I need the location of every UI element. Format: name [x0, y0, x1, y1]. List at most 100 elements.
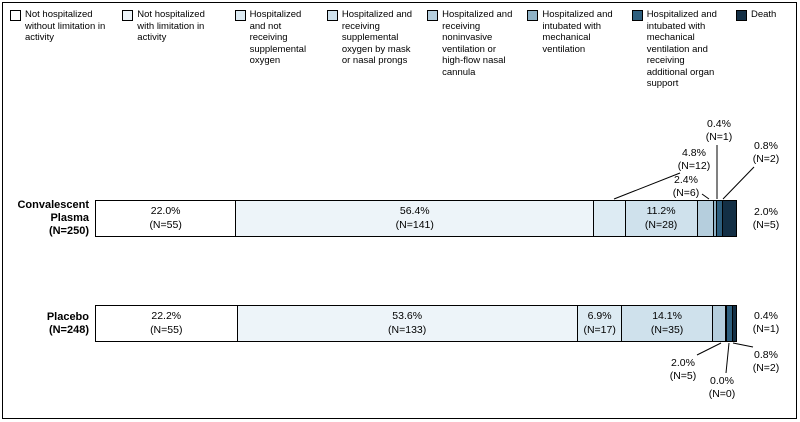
callout-n: (N=1) — [705, 131, 733, 143]
bar-segment-convalescent-plasma-7 — [723, 201, 736, 236]
bar-convalescent-plasma: 22.0% (N=55) 56.4% (N=141) 11.2% (N=28) — [95, 200, 737, 237]
legend: Not hospitalized without limitation in a… — [10, 9, 792, 90]
leader-line — [725, 342, 730, 374]
segment-n: (N=17) — [583, 323, 616, 336]
row-label-placebo: Placebo (N=248) — [6, 311, 89, 337]
callout-label-plasma-2: 4.8% (N=12) — [678, 147, 710, 173]
leader-line — [722, 166, 755, 200]
callout-n: (N=1) — [752, 323, 780, 335]
row-label-line: (N=250) — [48, 225, 89, 237]
legend-swatch — [735, 10, 747, 21]
segment-value-label: 6.9% (N=17) — [583, 310, 615, 337]
legend-swatch — [122, 10, 134, 21]
legend-label: Hospitalized and not receiving supplemen… — [249, 9, 307, 67]
segment-pct: 22.2% — [151, 309, 182, 322]
leader-line — [732, 342, 754, 348]
bar-segment-placebo-7 — [733, 306, 736, 341]
legend-swatch — [10, 10, 21, 21]
bar-segment-convalescent-plasma-5 — [713, 201, 718, 236]
segment-value-label: 53.6% (N=133) — [388, 310, 426, 337]
legend-label: Death — [750, 9, 777, 20]
callout-pct: 0.8% — [754, 140, 778, 152]
legend-item-5: Hospitalized and intubated with mechanic… — [527, 9, 619, 90]
bar-segment-convalescent-plasma-4 — [697, 201, 714, 236]
callout-n: (N=5) — [752, 219, 780, 231]
callout-pct: 0.4% — [754, 310, 778, 322]
legend-swatch — [631, 10, 643, 21]
bar-segment-convalescent-plasma-2 — [594, 201, 626, 236]
segment-n: (N=55) — [150, 323, 183, 336]
segment-n: (N=28) — [644, 218, 678, 231]
legend-item-3: Hospitalized and receiving supplemental … — [326, 9, 415, 90]
leader-line — [696, 342, 722, 356]
row-label-line: (N=248) — [48, 323, 89, 336]
callout-pct: 4.8% — [682, 147, 706, 159]
bar-segment-placebo-4 — [712, 306, 727, 341]
legend-item-7: Death — [735, 9, 792, 90]
callout-label-plasma-4: 2.4% (N=6) — [673, 174, 700, 200]
segment-value-label: 22.0% (N=55) — [149, 205, 181, 232]
bar-segment-placebo-2: 6.9% (N=17) — [577, 306, 623, 341]
row-label-line: Placebo — [46, 310, 89, 323]
bar-segment-convalescent-plasma-0: 22.0% (N=55) — [96, 201, 237, 236]
bar-segment-convalescent-plasma-1: 56.4% (N=141) — [236, 201, 595, 236]
legend-label: Not hospitalized without limitation in a… — [25, 9, 106, 44]
segment-pct: 14.1% — [652, 309, 682, 322]
callout-pct: 2.4% — [674, 174, 698, 186]
legend-swatch — [427, 10, 439, 21]
segment-pct: 11.2% — [646, 204, 676, 217]
legend-swatch — [527, 10, 539, 21]
bar-segment-placebo-6 — [727, 306, 734, 341]
bar-segment-placebo-5 — [726, 306, 728, 341]
callout-n: (N=12) — [677, 160, 711, 172]
legend-item-6: Hospitalized and intubated with mechanic… — [631, 9, 724, 90]
bar-segment-placebo-3: 14.1% (N=35) — [622, 306, 713, 341]
legend-item-1: Not hospitalized with limitation in acti… — [122, 9, 222, 90]
segment-n: (N=55) — [149, 218, 182, 231]
callout-pct: 2.0% — [754, 206, 778, 218]
segment-n: (N=141) — [395, 218, 434, 231]
legend-swatch — [326, 10, 338, 21]
callout-n: (N=5) — [669, 370, 697, 382]
segment-value-label: 56.4% (N=141) — [396, 205, 434, 232]
callout-pct: 0.0% — [710, 375, 734, 387]
leader-line — [701, 193, 710, 200]
callout-label-plasma-7: 2.0% (N=5) — [753, 206, 780, 232]
segment-pct: 53.6% — [392, 309, 423, 322]
legend-label: Hospitalized and receiving supplemental … — [341, 9, 413, 67]
legend-swatch — [234, 10, 246, 21]
callout-n: (N=2) — [752, 153, 780, 165]
callout-pct: 0.4% — [707, 118, 731, 130]
legend-item-0: Not hospitalized without limitation in a… — [10, 9, 110, 90]
bar-segment-convalescent-plasma-3: 11.2% (N=28) — [625, 201, 698, 236]
callout-label-placebo-4: 2.0% (N=5) — [670, 357, 697, 383]
bar-segment-placebo-1: 53.6% (N=133) — [237, 306, 578, 341]
callout-pct: 0.8% — [754, 349, 778, 361]
legend-item-4: Hospitalized and receiving noninvasive v… — [427, 9, 515, 90]
callout-pct: 2.0% — [671, 357, 695, 369]
callout-n: (N=0) — [708, 388, 736, 400]
legend-label: Not hospitalized with limitation in acti… — [137, 9, 205, 44]
segment-n: (N=35) — [650, 323, 684, 336]
segment-n: (N=133) — [388, 323, 427, 336]
segment-pct: 6.9% — [587, 309, 612, 322]
legend-label: Hospitalized and intubated with mechanic… — [542, 9, 613, 55]
segment-pct: 56.4% — [399, 204, 430, 217]
legend-item-2: Hospitalized and not receiving supplemen… — [234, 9, 315, 90]
callout-n: (N=2) — [752, 362, 780, 374]
row-label-line: Plasma — [50, 212, 89, 224]
callout-label-plasma-5: 0.4% (N=1) — [706, 118, 733, 144]
row-label-line: Convalescent — [17, 199, 89, 211]
segment-value-label: 11.2% (N=28) — [645, 205, 677, 232]
callout-label-placebo-6: 0.8% (N=2) — [753, 349, 780, 375]
legend-label: Hospitalized and receiving noninvasive v… — [442, 9, 513, 78]
legend-label: Hospitalized and intubated with mechanic… — [646, 9, 717, 90]
bar-segment-convalescent-plasma-6 — [717, 201, 724, 236]
bar-segment-placebo-0: 22.2% (N=55) — [96, 306, 238, 341]
callout-label-plasma-6: 0.8% (N=2) — [753, 140, 780, 166]
bar-placebo: 22.2% (N=55) 53.6% (N=133) 6.9% (N=17) 14.1% (N… — [95, 305, 737, 342]
callout-label-placebo-7: 0.4% (N=1) — [753, 310, 780, 336]
leader-line — [613, 172, 681, 200]
row-label-convalescent-plasma: Convalescent Plasma (N=250) — [6, 199, 89, 238]
